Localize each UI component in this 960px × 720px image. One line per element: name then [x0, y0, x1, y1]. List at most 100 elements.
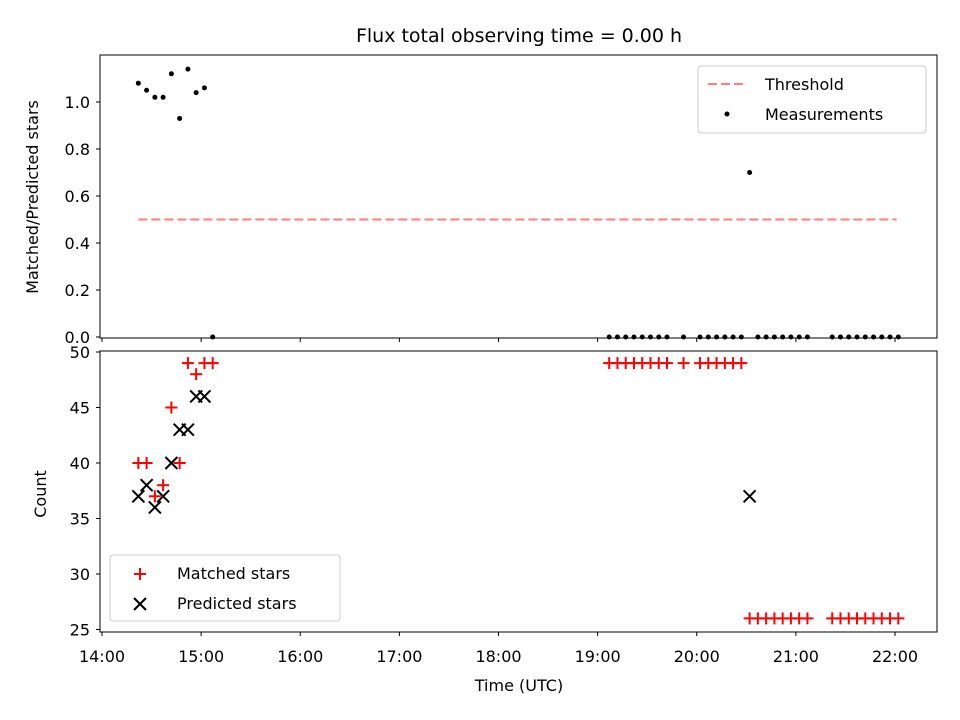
- measurement-point: [201, 85, 207, 91]
- measurement-point: [755, 334, 761, 340]
- bottom-x-tick-label: 21:00: [773, 647, 819, 666]
- measurement-point: [185, 66, 191, 72]
- matched-star-point: [801, 612, 814, 625]
- predicted-star-point: [139, 478, 154, 492]
- measurement-point: [681, 334, 687, 340]
- bottom-x-tick-label: 22:00: [872, 647, 918, 666]
- top-y-tick-label: 0.4: [65, 234, 90, 253]
- top-panel: Flux total observing time = 0.00 h 0.00.…: [23, 25, 938, 347]
- measurement-point: [664, 334, 670, 340]
- bottom-x-tick-label: 20:00: [674, 647, 720, 666]
- matched-star-point: [140, 457, 153, 469]
- measurement-point: [730, 334, 736, 340]
- bottom-x-axis: 14:00 15:00 16:00 17:00 18:00 19:00 20:00 21:00…: [79, 632, 918, 666]
- measurement-point: [887, 334, 893, 340]
- measurement-point: [160, 94, 166, 100]
- legend-matched-label: Matched stars: [177, 564, 290, 583]
- bottom-axes-frame: [99, 350, 938, 633]
- legend-predicted-swatch: [133, 597, 147, 611]
- top-y-tick-label: 0.6: [65, 187, 90, 206]
- top-y-axis-label: Matched/Predicted stars: [23, 100, 42, 294]
- bottom-y-axis-label: Count: [31, 470, 50, 518]
- bottom-x-tick-label: 17:00: [376, 647, 422, 666]
- top-y-tick-label: 0.2: [65, 281, 90, 300]
- measurement-point: [871, 334, 877, 340]
- measurement-point: [606, 334, 612, 340]
- measurement-point: [854, 334, 860, 340]
- bottom-y-axis: 25 30 35 40 45 50: [70, 343, 100, 640]
- top-x-axis: [101, 338, 896, 342]
- measurement-point: [631, 334, 637, 340]
- predicted-star-point: [156, 489, 170, 504]
- predicted-star-point: [131, 489, 146, 504]
- measurement-point: [623, 334, 629, 340]
- predicted-star-point: [164, 456, 179, 470]
- matched-star-point: [206, 357, 219, 370]
- top-y-tick-label: 0.8: [65, 140, 90, 159]
- measurement-point: [177, 115, 183, 121]
- measurement-point: [771, 334, 777, 340]
- matched-star-point: [892, 612, 905, 625]
- top-y-axis: 0.0 0.2 0.4 0.6 0.8 1.0: [65, 93, 100, 347]
- measurement-point: [705, 334, 711, 340]
- legend-matched-swatch: [134, 568, 146, 580]
- measurement-point: [862, 334, 868, 340]
- matched-star-point: [157, 479, 170, 492]
- measurement-point: [614, 334, 620, 340]
- legend-threshold-label: Threshold: [764, 75, 844, 94]
- bottom-x-axis-label: Time (UTC): [474, 676, 563, 695]
- bottom-legend-box: [109, 554, 341, 622]
- matched-star-point: [735, 357, 748, 370]
- bottom-marks: [131, 357, 905, 625]
- bottom-y-tick-label: 35: [70, 510, 90, 529]
- matched-star-point: [148, 490, 161, 503]
- measurement-point: [796, 334, 802, 340]
- matched-star-point: [181, 357, 194, 370]
- matched-star-point: [190, 368, 203, 381]
- bottom-y-tick-label: 30: [70, 565, 90, 584]
- legend-measurements-swatch: [724, 111, 730, 117]
- measurement-point: [879, 334, 885, 340]
- legend-measurements-label: Measurements: [765, 105, 883, 124]
- measurement-point: [846, 334, 852, 340]
- top-y-tick-label: 1.0: [65, 93, 90, 112]
- matched-star-point: [677, 357, 690, 370]
- measurement-point: [697, 334, 703, 340]
- measurement-point: [135, 80, 141, 86]
- measurement-point: [895, 334, 901, 340]
- matched-star-point: [173, 457, 186, 469]
- measurement-point: [193, 90, 199, 96]
- measurement-point: [210, 334, 216, 340]
- bottom-x-tick-label: 19:00: [575, 647, 621, 666]
- bottom-x-tick-label: 14:00: [79, 647, 125, 666]
- measurement-point: [639, 334, 645, 340]
- bottom-x-tick-label: 16:00: [277, 647, 323, 666]
- top-legend: Threshold Measurements: [697, 65, 927, 134]
- predicted-star-point: [181, 422, 195, 437]
- measurement-point: [152, 94, 158, 100]
- measurement-point: [738, 334, 744, 340]
- measurement-point: [780, 334, 786, 340]
- measurement-point: [144, 87, 150, 93]
- measurement-point: [788, 334, 794, 340]
- predicted-star-point: [148, 500, 162, 515]
- measurement-point: [722, 334, 728, 340]
- bottom-legend: Matched stars Predicted stars: [109, 554, 341, 622]
- top-y-tick-label: 0.0: [65, 328, 90, 347]
- top-title: Flux total observing time = 0.00 h: [356, 25, 682, 47]
- legend-predicted-label: Predicted stars: [177, 594, 297, 613]
- matched-star-point: [165, 401, 178, 414]
- bottom-y-tick-label: 50: [70, 343, 90, 362]
- measurement-point: [647, 334, 653, 340]
- bottom-x-tick-label: 15:00: [178, 647, 224, 666]
- measurement-point: [763, 334, 769, 340]
- measurement-point: [747, 170, 753, 175]
- measurement-point: [656, 334, 662, 340]
- predicted-star-point: [197, 389, 212, 404]
- measurement-point: [804, 334, 810, 340]
- matched-star-point: [661, 357, 674, 370]
- top-legend-box: [697, 65, 927, 134]
- bottom-panel: 25 30 35 40 45 50 14:00 15:00 16:00 17:00 18:00 19…: [31, 343, 938, 695]
- bottom-y-tick-label: 40: [70, 454, 90, 473]
